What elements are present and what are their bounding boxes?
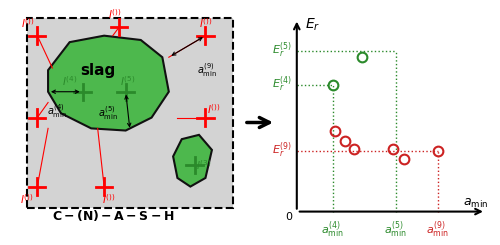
Text: $I^{())}$: $I^{())}$ bbox=[108, 7, 122, 21]
Text: $E_r$: $E_r$ bbox=[305, 17, 320, 33]
Text: $E_r^{(9)}$: $E_r^{(9)}$ bbox=[272, 141, 292, 161]
Text: $I^{())}$: $I^{())}$ bbox=[198, 16, 212, 30]
Text: $I^{())}$: $I^{())}$ bbox=[20, 16, 34, 30]
Polygon shape bbox=[173, 135, 212, 187]
Text: $a_{\min}^{(9)}$: $a_{\min}^{(9)}$ bbox=[426, 220, 449, 240]
Text: $I^{(5)}$: $I^{(5)}$ bbox=[120, 74, 136, 88]
Text: $a_{\min}^{(9)}$: $a_{\min}^{(9)}$ bbox=[197, 61, 217, 79]
Text: $a_{\min}^{(5)}$: $a_{\min}^{(5)}$ bbox=[384, 220, 407, 240]
Text: slag: slag bbox=[80, 63, 116, 78]
Text: $I^{())}$: $I^{())}$ bbox=[20, 193, 34, 207]
Text: $I^{())}$: $I^{())}$ bbox=[207, 102, 221, 116]
Text: $E_r^{(4)}$: $E_r^{(4)}$ bbox=[272, 75, 292, 95]
Text: $\mathbf{C-(N)-A-S-H}$: $\mathbf{C-(N)-A-S-H}$ bbox=[52, 208, 174, 223]
Text: $a_{\min}^{(4)}$: $a_{\min}^{(4)}$ bbox=[321, 220, 344, 240]
Text: 0: 0 bbox=[285, 212, 292, 221]
Text: $I^{())}$: $I^{())}$ bbox=[102, 193, 116, 207]
Text: $I^{(3)}$: $I^{(3)}$ bbox=[196, 158, 211, 172]
Text: $a_{\min}$: $a_{\min}$ bbox=[462, 197, 488, 210]
FancyBboxPatch shape bbox=[26, 18, 234, 208]
Polygon shape bbox=[48, 36, 169, 131]
Text: $a_{\min}^{(5)}$: $a_{\min}^{(5)}$ bbox=[98, 104, 118, 122]
Text: $E_r^{(5)}$: $E_r^{(5)}$ bbox=[272, 41, 292, 61]
Text: $I^{(4)}$: $I^{(4)}$ bbox=[62, 74, 78, 88]
Text: $a_{\min}^{(4)}$: $a_{\min}^{(4)}$ bbox=[46, 102, 67, 120]
